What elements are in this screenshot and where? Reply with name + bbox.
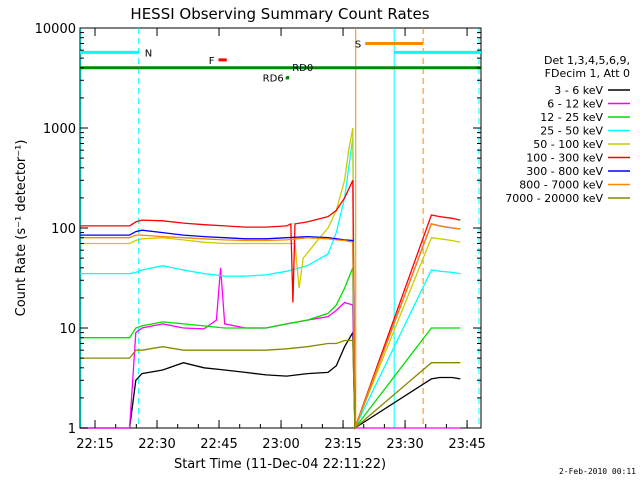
series-line-8 <box>80 223 461 429</box>
y-axis-label: Count Rate (s⁻¹ detector⁻¹) <box>14 140 29 317</box>
timestamp: 2-Feb-2010 00:11 <box>559 467 636 476</box>
x-tick-label: 22:15 <box>76 437 113 452</box>
y-tick-label: 10000 <box>35 22 76 37</box>
series-line-1 <box>80 330 461 430</box>
x-tick-label: 22:45 <box>200 437 237 452</box>
plot-area: N S F RD0 RD6 <box>80 28 481 430</box>
legend-label: 300 - 800 keV <box>526 165 603 178</box>
flag-label-s: S <box>355 39 361 50</box>
x-tick-label: 23:15 <box>324 437 361 452</box>
flag-label-rd0: RD0 <box>292 63 313 74</box>
chart-title: HESSI Observing Summary Count Rates <box>130 5 429 23</box>
flag-label-n: N <box>145 48 152 59</box>
legend-header: FDecim 1, Att 0 <box>545 67 630 80</box>
x-axis: 22:15 22:30 22:45 23:00 23:15 23:30 23:45 <box>76 28 486 452</box>
y-tick-label: 10 <box>59 322 76 337</box>
legend-label: 800 - 7000 keV <box>519 179 603 192</box>
legend-label: 12 - 25 keV <box>540 111 603 124</box>
y-axis: 1 10 100 1000 10000 <box>35 22 481 437</box>
series-line-3 <box>80 267 461 430</box>
y-tick-label: 100 <box>51 222 76 237</box>
legend: Det 1,3,4,5,6,9,FDecim 1, Att 0 3 - 6 keV… <box>505 54 630 205</box>
legend-label: 25 - 50 keV <box>540 125 603 138</box>
legend-label: 6 - 12 keV <box>547 98 603 111</box>
flag-label-rd6: RD6 <box>263 73 284 84</box>
legend-label: 7000 - 20000 keV <box>505 192 603 205</box>
x-tick-label: 23:00 <box>262 437 299 452</box>
x-tick-label: 23:45 <box>448 437 485 452</box>
rd6-marker <box>285 76 289 80</box>
legend-label: 50 - 100 keV <box>533 138 603 151</box>
x-axis-label: Start Time (11-Dec-04 22:11:22) <box>174 457 386 472</box>
x-tick-label: 23:30 <box>386 437 423 452</box>
y-tick-label: 1000 <box>43 122 76 137</box>
flag-label-f: F <box>209 56 215 67</box>
x-tick-label: 22:30 <box>138 437 175 452</box>
legend-label: 3 - 6 keV <box>554 84 603 97</box>
legend-header: Det 1,3,4,5,6,9, <box>544 54 630 67</box>
y-tick-label: 1 <box>68 422 76 437</box>
legend-label: 100 - 300 keV <box>526 152 603 165</box>
series-line-9 <box>80 339 461 430</box>
